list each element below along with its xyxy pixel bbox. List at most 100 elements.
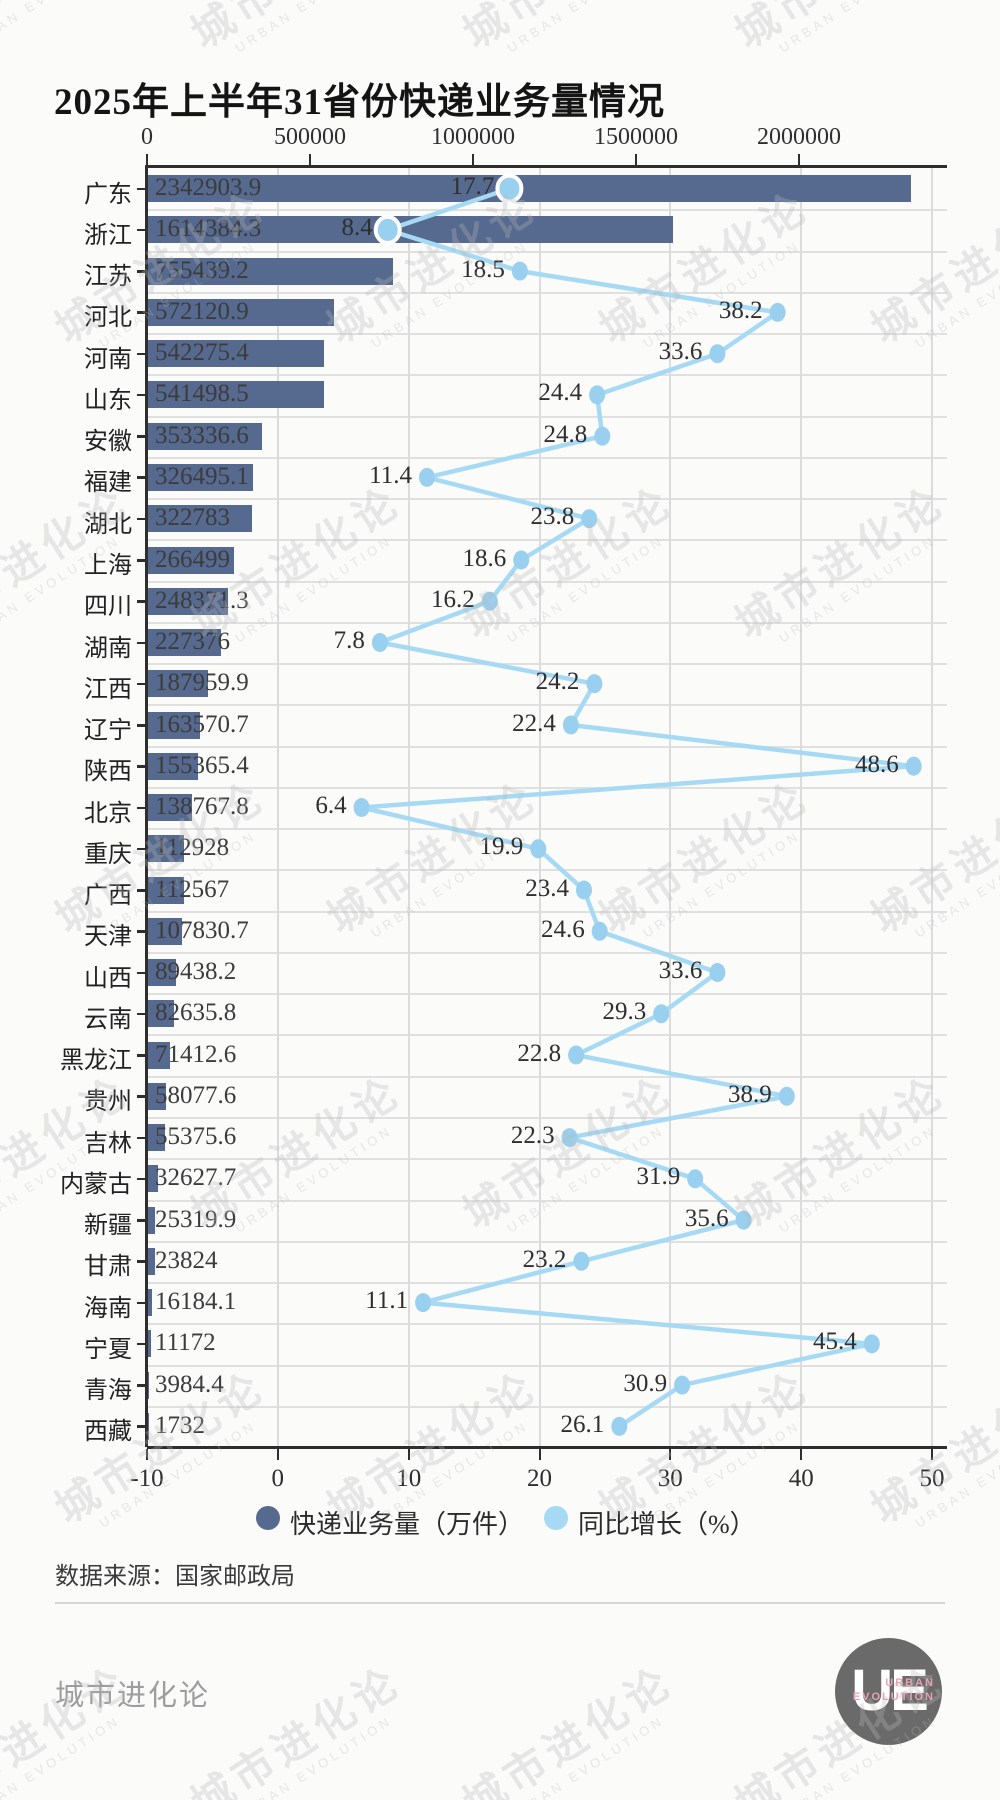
watermark-text-en: URBAN EVOLUTION — [912, 1417, 1000, 1531]
volume-bar — [147, 917, 183, 945]
volume-bar — [147, 1041, 171, 1069]
legend-label-growth: 同比增长（%） — [578, 1510, 756, 1539]
bottom-axis-tick-label: 20 — [527, 1465, 552, 1492]
category-label: 上海 — [84, 553, 132, 579]
watermark-text-en: URBAN EVOLUTION — [464, 0, 709, 83]
y-axis-tick — [137, 1054, 146, 1057]
volume-bar — [147, 257, 394, 285]
growth-value-label: 8.4 — [341, 214, 373, 242]
volume-value-label: 155365.4 — [155, 751, 249, 779]
bottom-axis-tick — [407, 1449, 410, 1460]
growth-value-label: 11.1 — [365, 1287, 409, 1315]
watermark-text-en: URBAN EVOLUTION — [640, 237, 804, 351]
y-axis-tick — [137, 682, 146, 686]
volume-bar — [147, 1371, 149, 1399]
volume-value-label: 353336.6 — [155, 421, 249, 449]
growth-value-label: 24.4 — [538, 379, 583, 407]
category-label: 福建 — [84, 470, 132, 497]
watermark-text-en: URBAN EVOLUTION — [736, 0, 981, 83]
volume-value-label: 107830.7 — [155, 916, 249, 944]
watermark-text-en: URBAN EVOLUTION — [912, 827, 1000, 941]
watermark-text-en: URBAN EVOLUTION — [0, 1122, 124, 1236]
volume-value-label: 2342903.9 — [155, 174, 262, 202]
bottom-axis-tick-label: 10 — [396, 1465, 422, 1492]
watermark-text-en: URBAN EVOLUTION — [504, 532, 668, 646]
category-label: 山东 — [84, 387, 132, 414]
left-axis-line — [145, 165, 148, 1447]
top-axis-line — [147, 165, 947, 168]
growth-value-label: 35.6 — [684, 1204, 729, 1232]
category-label: 天津 — [84, 924, 132, 951]
watermark-text-cn: 城市进化论 — [47, 183, 275, 354]
watermark-text-en: URBAN EVOLUTION — [912, 237, 1000, 351]
volume-bar — [147, 298, 334, 326]
volume-value-label: 187959.9 — [155, 669, 249, 697]
growth-value-label: 18.6 — [462, 544, 507, 572]
top-axis-tick-label: 500000 — [274, 124, 346, 150]
volume-value-label: 82635.8 — [155, 999, 237, 1027]
category-label: 贵州 — [84, 1089, 132, 1116]
volume-value-label: 23824 — [155, 1246, 218, 1274]
bottom-axis-tick-label: 40 — [788, 1465, 814, 1492]
volume-value-label: 542275.4 — [155, 339, 249, 367]
watermark-text-cn: 城市进化论 — [863, 1363, 1000, 1534]
top-axis-tick-label: 1000000 — [431, 124, 515, 150]
volume-bar — [147, 629, 222, 656]
y-axis-tick — [137, 559, 146, 562]
watermark-text-en: URBAN EVOLUTION — [0, 0, 164, 83]
volume-bar — [147, 1412, 149, 1440]
bottom-axis-line — [147, 1446, 947, 1449]
volume-value-label: 3984.4 — [155, 1370, 224, 1398]
category-label: 辽宁 — [84, 718, 132, 744]
category-label: 云南 — [84, 1006, 132, 1033]
watermark-text-cn: 城市进化论 — [863, 773, 1000, 944]
watermark-text-cn: 城市进化论 — [319, 1363, 547, 1534]
watermark-text-cn: 城市进化论 — [319, 773, 547, 944]
volume-value-label: 572120.9 — [155, 297, 249, 325]
logo-ue-monogram: UE — [851, 1658, 929, 1723]
growth-value-label: 24.6 — [540, 915, 585, 943]
growth-value-label: 33.6 — [658, 957, 703, 984]
bottom-axis-tick — [538, 1449, 541, 1460]
volume-value-label: 1732 — [155, 1411, 205, 1439]
y-axis-tick — [137, 1177, 146, 1181]
volume-value-label: 16184.1 — [155, 1288, 237, 1316]
y-axis-tick — [137, 806, 146, 809]
watermark-text-cn: 城市进化论 — [47, 773, 275, 944]
category-label: 湖北 — [84, 511, 132, 538]
volume-value-label: 32627.7 — [155, 1164, 237, 1192]
page-title: 2025年上半年31省份快递业务量情况 — [54, 81, 665, 123]
watermark-text-cn: 城市进化论 — [47, 1363, 275, 1534]
growth-value-label: 24.2 — [535, 668, 580, 696]
volume-bar — [147, 1165, 158, 1193]
watermark-text-en: URBAN EVOLUTION — [776, 532, 940, 646]
volume-bar — [147, 1247, 155, 1275]
watermark-text-cn: 城市进化论 — [455, 1658, 683, 1800]
watermark-text-cn: 城市进化论 — [183, 1068, 411, 1239]
volume-value-label: 89438.2 — [155, 958, 237, 985]
volume-bar — [147, 670, 209, 698]
category-label: 西藏 — [84, 1419, 132, 1446]
growth-value-label: 18.5 — [461, 255, 505, 283]
top-axis-tick — [146, 154, 148, 165]
growth-value-label: 45.4 — [813, 1328, 857, 1356]
y-axis-tick — [137, 641, 146, 644]
legend-marker-volume — [256, 1506, 280, 1530]
category-label: 安徽 — [84, 429, 132, 456]
category-label: 内蒙古 — [60, 1171, 132, 1198]
y-axis-tick — [137, 435, 146, 438]
y-axis-tick — [137, 600, 146, 603]
volume-bar — [147, 794, 193, 821]
